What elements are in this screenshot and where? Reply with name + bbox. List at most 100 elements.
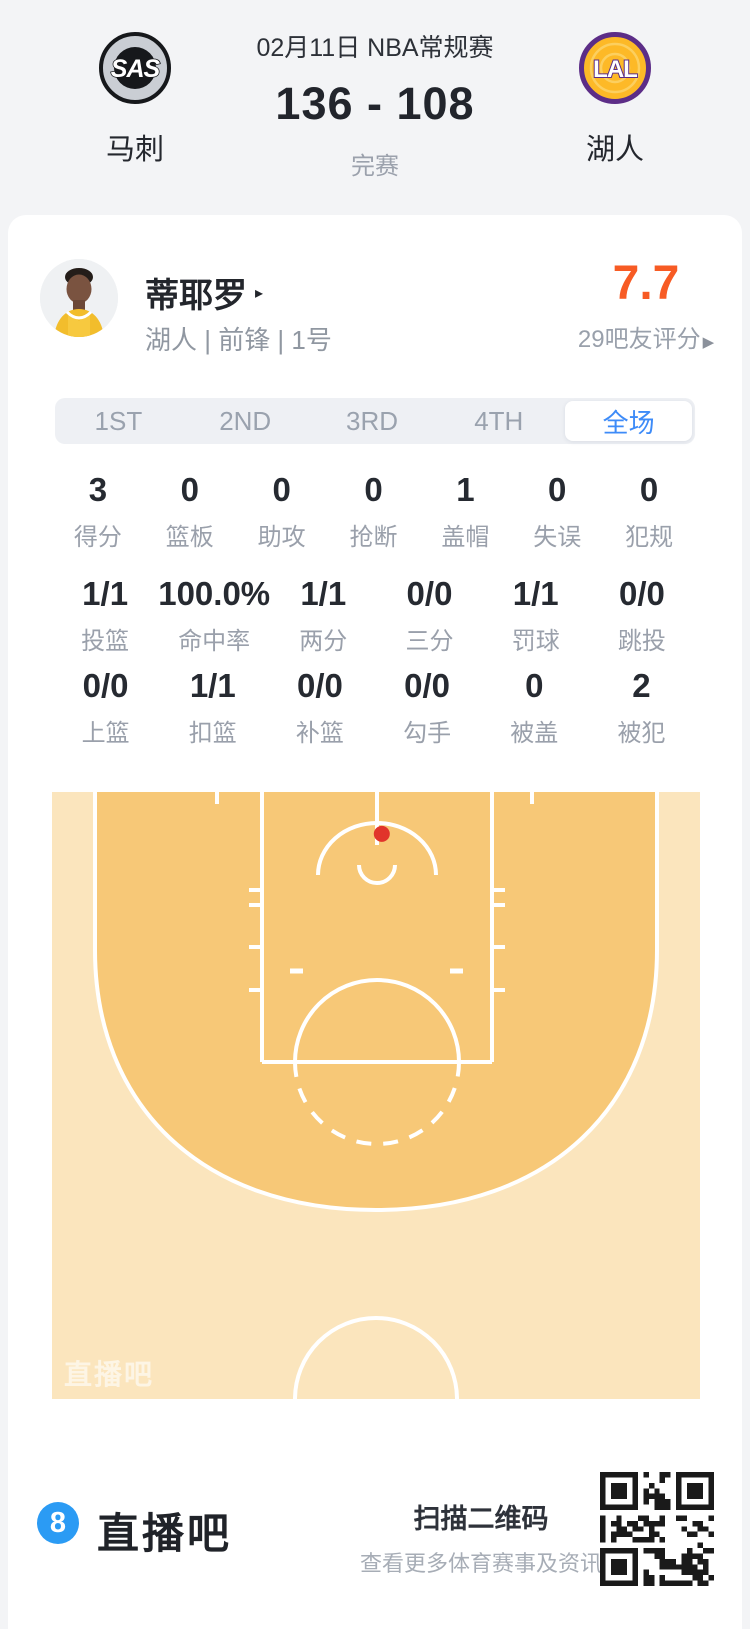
game-score: 136 - 108 (275, 78, 475, 129)
stat-ft: 1/1 罚球 (483, 576, 589, 656)
away-team-abbr: LAL (593, 56, 637, 83)
stat-steals: 0 抢断 (328, 472, 420, 552)
stat-value: 0 (180, 471, 199, 508)
stat-value: 0 (639, 471, 659, 508)
quarter-tabbar: 1ST 2ND 3RD 4TH 全场 (55, 398, 695, 444)
zhibo8-logo-icon: 8 (37, 1502, 79, 1544)
stat-value: 1/1 (82, 575, 129, 612)
stat-assists: 0 助攻 (236, 472, 328, 552)
stat-label: 犯规 (625, 524, 674, 551)
player-name-row[interactable]: 蒂耶罗 ▸ (145, 268, 263, 317)
player-avatar[interactable] (40, 259, 118, 337)
stat-blocks: 1 盖帽 (419, 472, 511, 552)
tab-1st[interactable]: 1ST (94, 405, 143, 436)
stat-label: 抢断 (349, 524, 398, 551)
stat-label: 失误 (533, 524, 582, 551)
stat-value: 0/0 (296, 667, 343, 704)
stat-turnovers: 0 失误 (511, 472, 603, 552)
tab-full-game[interactable]: 全场 (565, 401, 692, 441)
stat-label: 助攻 (257, 524, 306, 551)
tab-3rd[interactable]: 3RD (345, 405, 398, 436)
rating-arrow-icon: ▶ (702, 334, 715, 351)
score-header: 02月11日 NBA常规赛 136 - 108 完赛 (150, 28, 600, 181)
away-team-name: 湖人 (585, 134, 644, 166)
stat-value: 100.0% (158, 575, 271, 612)
stat-label: 两分 (299, 628, 348, 655)
qr-code (600, 1472, 714, 1586)
away-team-block: LAL 湖人 (560, 31, 670, 168)
stat-label: 被盖 (510, 720, 559, 747)
stat-value: 0 (364, 471, 383, 508)
rating-value: 7.7 (612, 257, 680, 310)
game-date: 02月11日 NBA常规赛 (256, 34, 494, 62)
stat-value: 0/0 (404, 667, 451, 704)
stat-label: 补篮 (295, 720, 344, 747)
stat-points: 3 得分 (52, 472, 144, 552)
stat-fg: 1/1 投篮 (52, 576, 158, 656)
shot-dot (373, 825, 390, 842)
stat-value: 0 (272, 471, 291, 508)
player-photo-icon (40, 259, 118, 337)
stat-value: 1/1 (512, 575, 559, 612)
stat-row-basic: 3 得分 0 篮板 0 助攻 0 抢断 1 盖帽 0 失误 (52, 472, 695, 552)
stat-2pt: 1/1 两分 (270, 576, 376, 656)
qr-caption-block: 扫描二维码 查看更多体育赛事及资讯 (346, 1497, 616, 1578)
stat-label: 上篮 (81, 720, 130, 747)
stat-label: 命中率 (178, 628, 251, 655)
stat-label: 罚球 (511, 628, 560, 655)
tab-2nd[interactable]: 2ND (219, 405, 272, 436)
stat-fouls: 0 犯规 (603, 472, 695, 552)
player-detail-arrow-icon: ▸ (255, 284, 264, 302)
stat-value: 1/1 (189, 667, 236, 704)
stat-value: 0/0 (82, 667, 129, 704)
player-stats-card: 蒂耶罗 ▸ 湖人 | 前锋 | 1号 7.7 29吧友评分 ▶ 1ST 2ND 3… (8, 215, 742, 1629)
court-watermark: 直播吧 (64, 1359, 154, 1390)
rating-block[interactable]: 7.7 29吧友评分 ▶ (576, 258, 716, 354)
lakers-logo-icon: LAL (579, 32, 651, 104)
stat-putback: 0/0 补篮 (266, 668, 373, 748)
stat-blocked: 0 被盖 (481, 668, 588, 748)
stat-value: 0 (525, 667, 544, 704)
spurs-logo-icon: SAS (99, 32, 171, 104)
shot-chart-court: 直播吧 (52, 792, 700, 1399)
stat-3pt: 0/0 三分 (376, 576, 482, 656)
logo-8-glyph: 8 (49, 1506, 67, 1539)
qr-title: 扫描二维码 (413, 1504, 549, 1534)
shot-markers (373, 825, 390, 842)
stat-jumpshot: 0/0 跳投 (589, 576, 695, 656)
player-name: 蒂耶罗 (145, 277, 247, 315)
stat-row-shooting: 1/1 投篮 100.0% 命中率 1/1 两分 0/0 三分 1/1 罚球 0… (52, 576, 695, 656)
stat-value: 0/0 (406, 575, 453, 612)
home-team-abbr: SAS (111, 55, 161, 83)
stat-label: 被犯 (617, 720, 666, 747)
stat-label: 盖帽 (441, 524, 490, 551)
rating-label-text: 29吧友评分 (577, 326, 701, 353)
stat-label: 勾手 (403, 720, 452, 747)
player-meta: 湖人 | 前锋 | 1号 (145, 325, 332, 355)
qr-subtitle: 查看更多体育赛事及资讯 (359, 1551, 602, 1576)
stat-value: 3 (88, 471, 108, 508)
stat-dunk: 1/1 扣篮 (159, 668, 266, 748)
rating-label: 29吧友评分 ▶ (576, 319, 716, 354)
stat-value: 0/0 (618, 575, 665, 612)
stat-rebounds: 0 篮板 (144, 472, 236, 552)
stat-label: 投篮 (81, 628, 130, 655)
stat-label: 篮板 (165, 524, 214, 551)
stat-label: 跳投 (617, 628, 666, 655)
home-team-name: 马刺 (105, 134, 164, 166)
stat-value: 1 (456, 471, 475, 508)
stat-value: 0 (548, 471, 567, 508)
stat-value: 2 (632, 667, 651, 704)
stat-fouled: 2 被犯 (588, 668, 695, 748)
stat-label: 扣篮 (188, 720, 237, 747)
game-status: 完赛 (351, 153, 399, 180)
stat-fg-pct: 100.0% 命中率 (158, 576, 270, 656)
stat-label: 三分 (405, 628, 454, 655)
stat-label: 得分 (73, 524, 122, 551)
stat-hook: 0/0 勾手 (374, 668, 481, 748)
stat-layup: 0/0 上篮 (52, 668, 159, 748)
stat-value: 1/1 (300, 575, 347, 612)
tab-4th[interactable]: 4TH (474, 405, 524, 436)
brand-name: 直播吧 (97, 1510, 233, 1557)
